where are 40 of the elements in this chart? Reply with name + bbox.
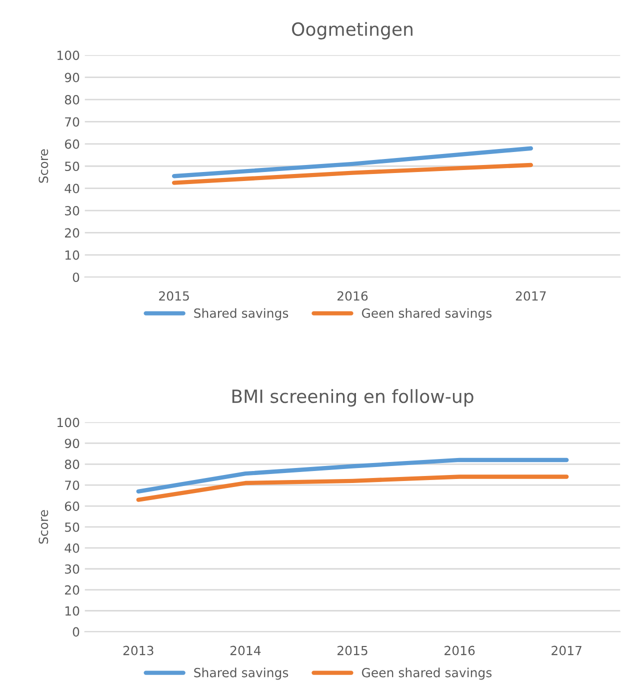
y-axis-title: Score xyxy=(38,149,48,183)
y-tick-label: 10 xyxy=(65,606,80,616)
y-tick-label: 20 xyxy=(65,585,80,595)
y-axis-title: Score xyxy=(38,510,48,544)
y-tick-label: 60 xyxy=(64,139,80,149)
y-tick-label: 50 xyxy=(65,162,80,172)
x-tick-label: 2014 xyxy=(230,646,261,656)
x-tick-label: 2016 xyxy=(338,291,368,301)
y-tick-label: 90 xyxy=(64,72,80,82)
line-series xyxy=(136,474,569,502)
y-tick-label: 40 xyxy=(64,543,80,553)
y-tick-label: 90 xyxy=(64,438,80,448)
y-tick-label: 30 xyxy=(65,564,80,574)
legend-label: Geen shared savings xyxy=(362,668,492,680)
y-tick-label: 20 xyxy=(65,228,80,238)
y-tick-label: 30 xyxy=(65,206,80,216)
y-tick-label: 70 xyxy=(65,480,80,490)
chart-title: Oogmetingen xyxy=(292,22,412,40)
legend-label: Shared savings xyxy=(194,308,288,320)
x-tick-label: 2013 xyxy=(123,646,154,656)
x-tick-label: 2017 xyxy=(516,291,546,301)
x-tick-label: 2016 xyxy=(444,646,475,656)
x-tick-label: 2017 xyxy=(552,646,582,656)
y-tick-label: 80 xyxy=(64,95,80,104)
y-tick-label: 60 xyxy=(64,502,80,511)
x-tick-label: 2015 xyxy=(159,291,189,301)
y-tick-label: 0 xyxy=(72,627,80,637)
y-tick-label: 10 xyxy=(65,250,80,260)
y-tick-label: 80 xyxy=(64,460,80,470)
y-tick-label: 70 xyxy=(65,117,80,127)
y-tick-label: 100 xyxy=(58,50,80,60)
line-series xyxy=(136,458,569,494)
legend-label: Shared savings xyxy=(194,668,288,680)
legend-label: Geen shared savings xyxy=(362,308,492,320)
y-tick-label: 100 xyxy=(58,418,80,428)
chart-title: BMI screening en follow-up xyxy=(232,389,474,407)
y-tick-label: 0 xyxy=(72,272,80,282)
y-tick-label: 40 xyxy=(64,184,80,194)
y-tick-label: 50 xyxy=(65,522,80,532)
x-tick-label: 2015 xyxy=(338,646,368,656)
